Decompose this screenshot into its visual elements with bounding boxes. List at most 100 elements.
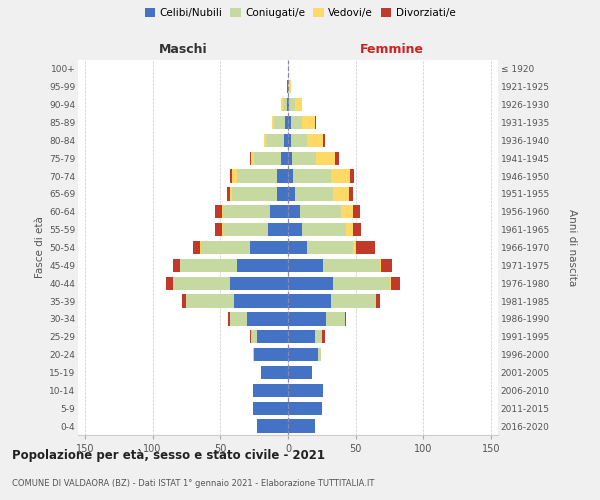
Bar — [166, 276, 173, 290]
Bar — [288, 223, 302, 236]
Bar — [288, 187, 295, 200]
Bar — [288, 134, 291, 147]
Bar — [230, 276, 288, 290]
Bar — [251, 330, 257, 344]
Bar — [326, 312, 345, 326]
Bar — [257, 420, 288, 433]
Bar — [251, 152, 254, 165]
Bar — [254, 152, 281, 165]
Bar — [173, 276, 230, 290]
Bar — [253, 402, 288, 415]
Bar — [356, 241, 375, 254]
Bar — [287, 98, 288, 112]
Bar — [331, 294, 376, 308]
Bar — [221, 223, 223, 236]
Bar — [288, 294, 331, 308]
Text: COMUNE DI VALDAORA (BZ) - Dati ISTAT 1° gennaio 2021 - Elaborazione TUTTITALIA.I: COMUNE DI VALDAORA (BZ) - Dati ISTAT 1° … — [12, 478, 374, 488]
Bar — [268, 223, 288, 236]
Bar — [250, 152, 251, 165]
Bar — [307, 134, 323, 147]
Bar — [289, 80, 291, 94]
Bar — [281, 152, 288, 165]
Y-axis label: Fasce di età: Fasce di età — [35, 216, 45, 278]
Bar — [288, 312, 326, 326]
Bar — [341, 205, 353, 218]
Bar — [257, 330, 288, 344]
Bar — [291, 116, 302, 129]
Bar — [284, 134, 288, 147]
Bar — [283, 98, 287, 112]
Bar — [271, 205, 288, 218]
Bar — [253, 384, 288, 397]
Bar — [288, 420, 315, 433]
Bar — [288, 348, 318, 362]
Bar — [302, 116, 315, 129]
Bar — [323, 134, 325, 147]
Bar — [331, 170, 350, 183]
Bar — [281, 98, 283, 112]
Bar — [215, 223, 221, 236]
Bar — [173, 258, 179, 272]
Bar — [353, 223, 361, 236]
Bar — [322, 330, 325, 344]
Bar — [193, 241, 200, 254]
Bar — [382, 258, 392, 272]
Bar — [353, 241, 356, 254]
Bar — [349, 187, 353, 200]
Bar — [389, 276, 391, 290]
Bar — [179, 258, 236, 272]
Bar — [315, 116, 316, 129]
Bar — [223, 223, 268, 236]
Bar — [288, 276, 333, 290]
Bar — [288, 384, 323, 397]
Bar — [250, 330, 251, 344]
Bar — [288, 205, 300, 218]
Bar — [291, 134, 307, 147]
Bar — [215, 205, 221, 218]
Bar — [302, 223, 346, 236]
Bar — [229, 312, 230, 326]
Bar — [253, 348, 254, 362]
Bar — [391, 276, 400, 290]
Bar — [288, 241, 307, 254]
Bar — [230, 170, 232, 183]
Bar — [201, 241, 250, 254]
Bar — [263, 134, 266, 147]
Bar — [288, 98, 289, 112]
Bar — [227, 187, 230, 200]
Bar — [315, 330, 322, 344]
Bar — [285, 116, 288, 129]
Bar — [247, 312, 288, 326]
Bar — [295, 98, 302, 112]
Bar — [230, 187, 232, 200]
Bar — [307, 241, 353, 254]
Bar — [333, 276, 389, 290]
Bar — [292, 152, 316, 165]
Bar — [288, 258, 323, 272]
Legend: Celibi/Nubili, Coniugati/e, Vedovi/e, Divorziati/e: Celibi/Nubili, Coniugati/e, Vedovi/e, Di… — [142, 5, 458, 21]
Bar — [221, 205, 223, 218]
Bar — [288, 170, 293, 183]
Text: Popolazione per età, sesso e stato civile - 2021: Popolazione per età, sesso e stato civil… — [12, 450, 325, 462]
Bar — [288, 402, 322, 415]
Bar — [350, 170, 355, 183]
Bar — [232, 187, 277, 200]
Bar — [293, 170, 331, 183]
Bar — [333, 187, 349, 200]
Bar — [295, 187, 333, 200]
Bar — [289, 98, 295, 112]
Bar — [250, 241, 288, 254]
Bar — [346, 223, 353, 236]
Text: Maschi: Maschi — [160, 44, 208, 57]
Bar — [274, 116, 285, 129]
Bar — [288, 152, 292, 165]
Bar — [288, 330, 315, 344]
Bar — [316, 152, 335, 165]
Bar — [380, 258, 382, 272]
Bar — [277, 170, 288, 183]
Bar — [200, 241, 201, 254]
Y-axis label: Anni di nascita: Anni di nascita — [566, 209, 577, 286]
Bar — [232, 170, 236, 183]
Bar — [376, 294, 380, 308]
Bar — [254, 348, 288, 362]
